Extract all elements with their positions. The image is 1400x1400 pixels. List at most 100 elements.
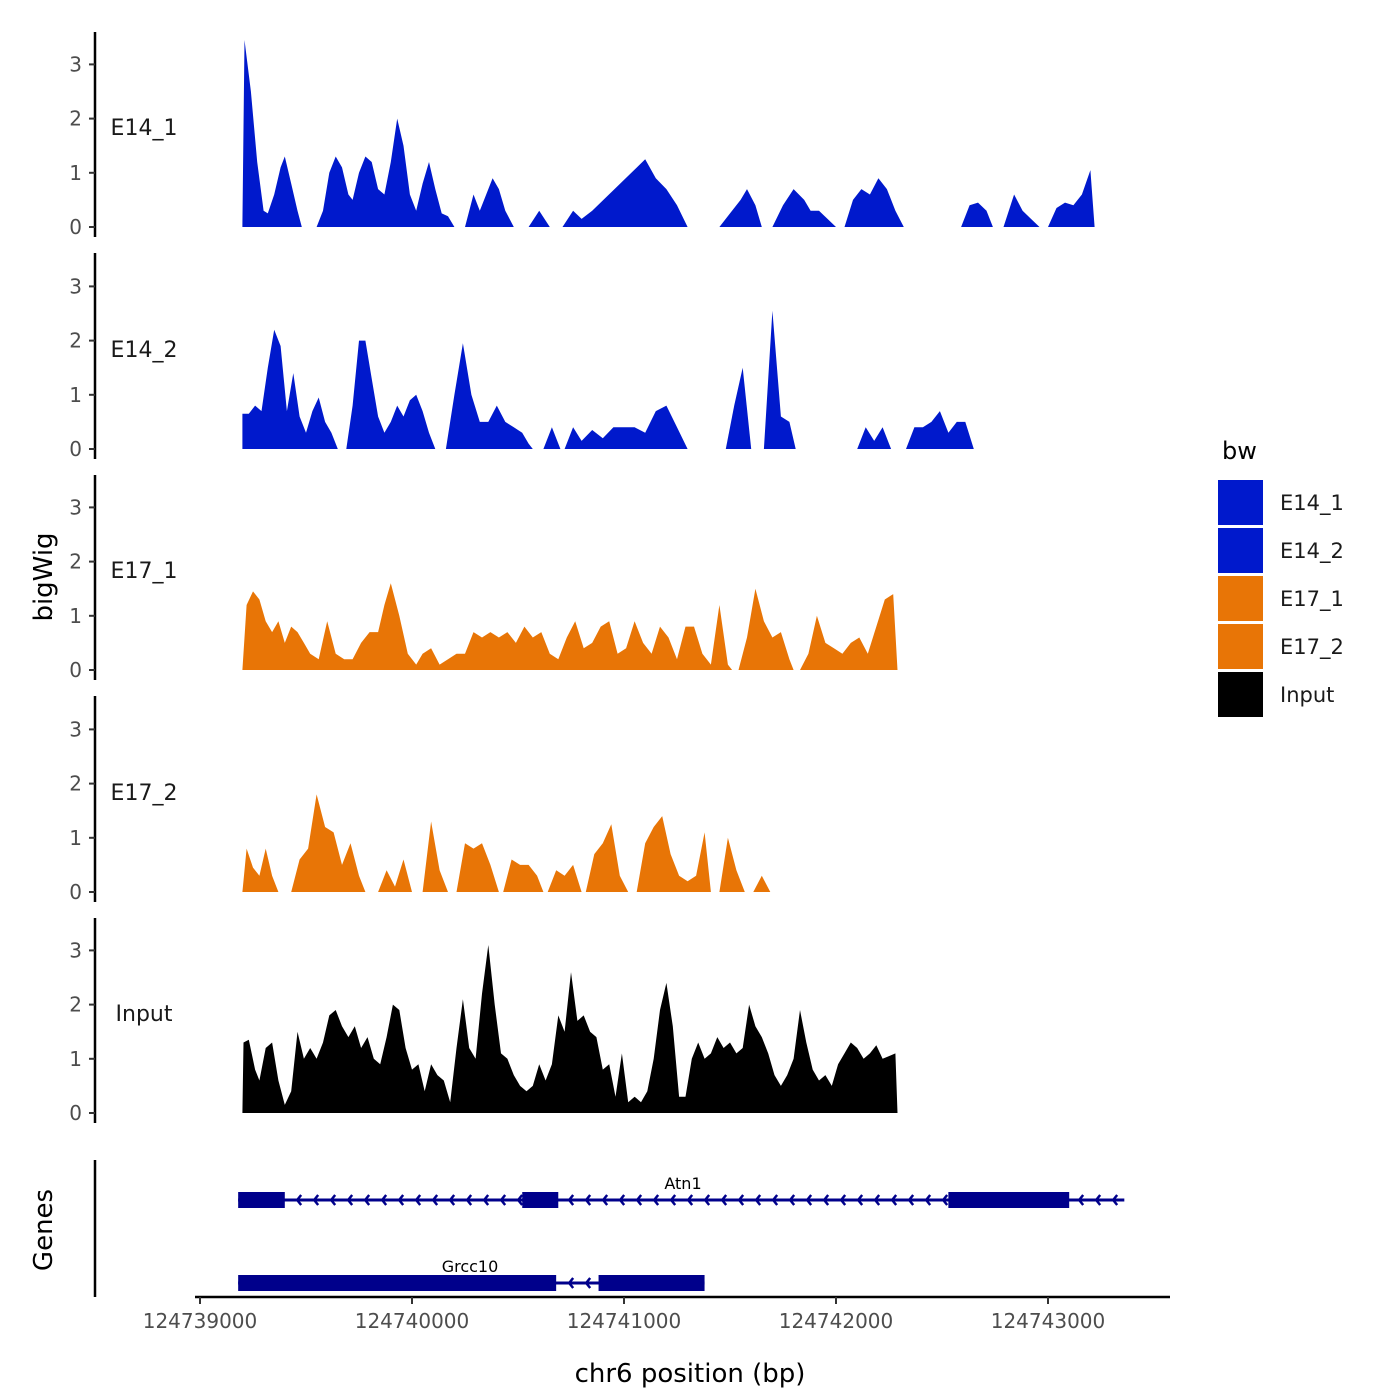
area-segment [528,210,550,227]
area-segment [422,821,448,892]
strand-arrow [839,1194,847,1206]
strand-arrow [635,1194,643,1206]
strand-arrow [448,1194,456,1206]
y-tick-label: 3 [69,274,82,298]
area-segment [562,159,688,227]
strand-arrow [397,1194,405,1206]
gene-track: Atn1 Grcc10 [93,1160,1125,1297]
area-segment [753,875,771,892]
y-tick-label: 2 [69,550,82,574]
area-segment [738,588,794,670]
x-tick-label: 124741000 [567,1309,682,1333]
track-label: E14_2 [111,338,178,363]
area-segment [564,405,688,449]
strand-arrow [618,1194,626,1206]
strand-arrow [567,1277,575,1289]
x-tick-label: 124739000 [143,1309,258,1333]
gene-exon [598,1275,705,1291]
x-tick-label: 124743000 [991,1309,1106,1333]
strand-arrow [703,1194,711,1206]
y-tick-label: 1 [69,1047,82,1071]
strand-arrow [465,1194,473,1206]
y-tick-label: 0 [69,658,82,682]
area-segment [725,367,752,449]
gene-atn1: Atn1 [238,1174,1125,1208]
track-e17-1: 0 1 2 3 E17_1 [69,475,898,682]
strand-arrow [720,1194,728,1206]
y-axis-title: bigWig [29,532,59,621]
legend-label: E14_1 [1280,491,1344,516]
y-tick-label: 0 [69,1101,82,1125]
strand-arrow [567,1194,575,1206]
y-tick-label: 0 [69,437,82,461]
area-segment [719,837,745,892]
strand-arrow [652,1194,660,1206]
strand-arrow [499,1194,507,1206]
area-segment [1048,170,1095,227]
area-segment [378,859,412,892]
gene-exon [522,1192,559,1208]
area-segment [763,310,796,449]
area-segment [547,864,582,892]
strand-arrow [856,1194,864,1206]
y-tick-label: 0 [69,215,82,239]
strand-arrow [669,1194,677,1206]
area-segment [857,427,892,449]
legend-swatch [1218,528,1263,573]
strand-arrow [380,1194,388,1206]
strand-arrow [482,1194,490,1206]
gene-grcc10: Grcc10 [238,1257,705,1291]
y-tick-label: 1 [69,383,82,407]
strand-arrow [822,1194,830,1206]
y-tick-label: 3 [69,717,82,741]
gene-label: Grcc10 [442,1257,499,1276]
strand-arrow [584,1277,592,1289]
area-segment [242,945,898,1113]
y-tick-label: 3 [69,938,82,962]
x-tick-label: 124742000 [779,1309,894,1333]
strand-arrow [686,1194,694,1206]
legend-swatch [1218,672,1263,717]
legend-label: E17_2 [1280,635,1344,660]
gene-exon [238,1275,557,1291]
track-label: E17_2 [111,781,178,806]
area-segment [906,411,974,449]
y-tick-label: 1 [69,826,82,850]
strand-arrow [414,1194,422,1206]
area-segment [772,189,836,227]
strand-arrow [1077,1194,1085,1206]
area-segment [465,178,514,227]
y-tick-label: 2 [69,993,82,1017]
track-e14-2: 0 1 2 3 E14_2 [69,253,974,461]
strand-arrow [346,1194,354,1206]
legend-swatch [1218,624,1263,669]
area-segment [719,189,762,227]
strand-arrow [1094,1194,1102,1206]
track-e14-1: 0 1 2 3 E14_1 [69,32,1095,239]
legend-label: E14_2 [1280,539,1344,564]
legend-swatch [1218,480,1263,525]
area-segment [346,340,436,449]
strand-arrow [584,1194,592,1206]
strand-arrow [924,1194,932,1206]
gene-exon [238,1192,285,1208]
area-segment [1003,194,1040,227]
area-segment [585,824,629,892]
area-segment [242,583,733,670]
strand-arrow [329,1194,337,1206]
strand-arrow [873,1194,881,1206]
bigwig-tracks: 0 1 2 3 E14_1 0 1 2 3 E14_2 0 1 2 3 E17_1 0 1 2 3 E17_2 0 1 2 3… [69,32,1095,1125]
legend-label: E17_1 [1280,587,1344,612]
area-segment [503,859,544,892]
strand-arrow [516,1194,524,1206]
strand-arrow [601,1194,609,1206]
y-tick-label: 2 [69,107,82,131]
y-tick-label: 1 [69,604,82,628]
y-tick-label: 2 [69,329,82,353]
area-segment [242,848,279,892]
strand-arrow [788,1194,796,1206]
legend-label: Input [1280,683,1334,707]
area-segment [242,40,302,227]
legend: bw E14_1 E14_2 E17_1 E17_2 Input [1218,437,1344,717]
